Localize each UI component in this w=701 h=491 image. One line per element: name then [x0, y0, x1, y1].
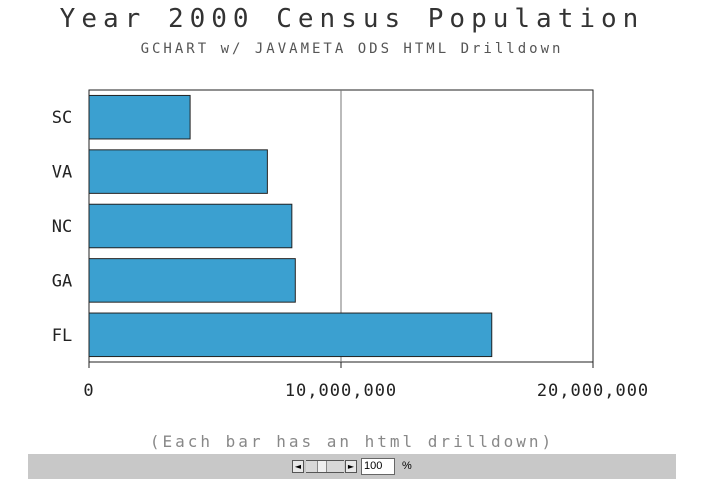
- chart-footnote: (Each bar has an html drilldown): [150, 432, 554, 451]
- chart-title: Year 2000 Census Population: [60, 4, 645, 34]
- zoom-left-arrow-icon[interactable]: ◄: [292, 460, 304, 473]
- plot-area: SC VA NC GA FL 0 10,000,000 20,000,000: [52, 89, 649, 401]
- x-tick-label: 10,000,000: [285, 381, 397, 401]
- x-tick-label: 20,000,000: [537, 381, 649, 401]
- chart-subtitle: GCHART w/ JAVAMETA ODS HTML Drilldown: [141, 41, 564, 57]
- category-label: VA: [52, 163, 72, 183]
- zoom-right-arrow-icon[interactable]: ►: [345, 460, 357, 473]
- zoom-percent-input[interactable]: 100: [361, 458, 395, 475]
- category-label: NC: [52, 217, 72, 237]
- category-label: SC: [52, 108, 72, 128]
- category-label: GA: [52, 271, 72, 291]
- zoom-unit-label: %: [402, 460, 412, 472]
- zoom-slider-thumb[interactable]: [317, 461, 327, 472]
- bar-va[interactable]: [88, 149, 268, 194]
- bar-nc[interactable]: [88, 203, 293, 249]
- zoom-slider-track[interactable]: [306, 460, 344, 473]
- bar-sc[interactable]: [88, 94, 191, 140]
- bar-ga[interactable]: [88, 258, 296, 303]
- bar-chart: Year 2000 Census Population GCHART w/ JA…: [52, 4, 649, 451]
- x-tick-label: 0: [83, 381, 94, 401]
- category-label: FL: [52, 326, 72, 346]
- bar-fl[interactable]: [88, 312, 493, 358]
- zoom-control: ◄ ► 100 %: [28, 454, 676, 479]
